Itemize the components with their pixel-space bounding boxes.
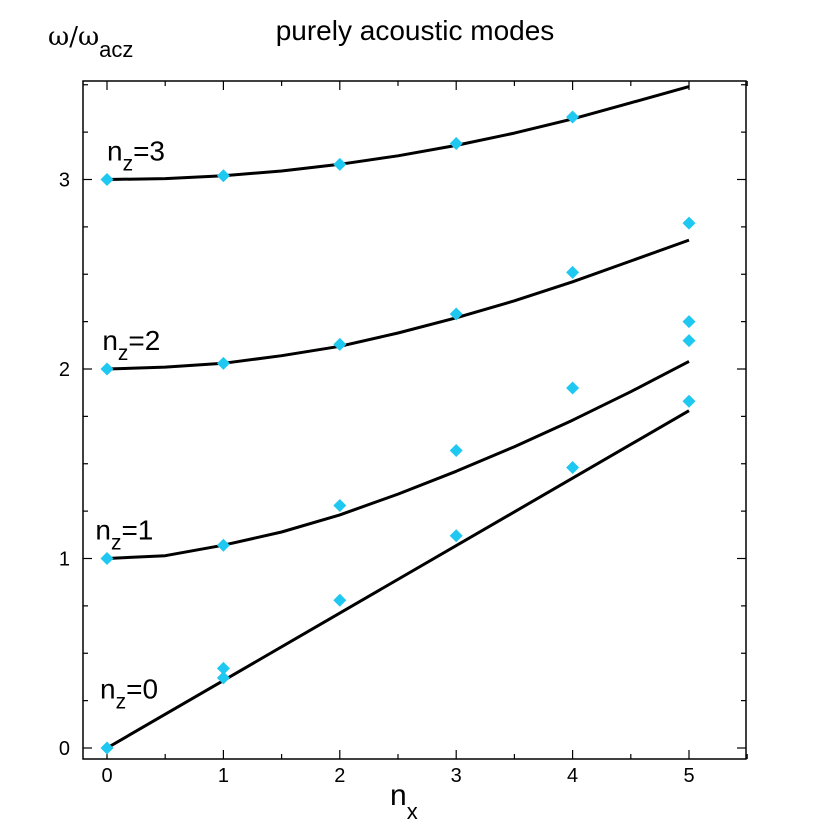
curve-nz-1 xyxy=(106,360,690,560)
data-point xyxy=(449,136,463,150)
x-axis-label-sub: x xyxy=(407,799,418,824)
data-point xyxy=(333,498,347,512)
x-tick-label: 4 xyxy=(567,765,578,787)
data-point xyxy=(566,110,580,124)
plot-frame xyxy=(82,80,747,760)
model-curves xyxy=(106,85,690,750)
y-axis-label-main: ω/ω xyxy=(48,22,99,52)
series-label-suffix: =1 xyxy=(121,515,153,546)
data-point xyxy=(566,461,580,475)
series-label-nz-1: nz=1 xyxy=(95,515,153,555)
data-point xyxy=(216,538,230,552)
data-point xyxy=(216,169,230,183)
series-label-nz-2: nz=2 xyxy=(102,325,160,365)
data-point xyxy=(216,671,230,685)
data-point xyxy=(682,315,696,329)
data-point xyxy=(216,661,230,675)
x-tick-label: 3 xyxy=(451,765,462,787)
data-point xyxy=(100,362,114,376)
series-label-main: n xyxy=(107,136,123,167)
series-label-sub: z xyxy=(116,691,127,714)
curve-nz-0 xyxy=(106,409,690,750)
data-point xyxy=(333,593,347,607)
series-label-suffix: =0 xyxy=(126,674,158,705)
axis-ticks xyxy=(83,81,748,759)
y-axis-label: ω/ωacz xyxy=(48,22,133,62)
series-labels: nz=0nz=1nz=2nz=3 xyxy=(95,136,165,714)
data-point xyxy=(449,307,463,321)
series-label-sub: z xyxy=(118,342,128,365)
y-tick-label: 3 xyxy=(59,170,70,192)
series-label-main: n xyxy=(100,674,116,705)
chart-title: purely acoustic modes xyxy=(276,15,555,46)
x-tick-label: 5 xyxy=(683,765,694,787)
curve-nz-2 xyxy=(106,238,690,371)
data-point xyxy=(566,265,580,279)
series-label-nz-3: nz=3 xyxy=(107,136,165,176)
x-axis-label: nx xyxy=(390,779,418,824)
x-tick-label: 2 xyxy=(334,765,345,787)
data-point xyxy=(100,173,114,186)
series-label-sub: z xyxy=(123,153,134,176)
data-point xyxy=(449,529,463,543)
data-point xyxy=(449,443,463,457)
data-point xyxy=(566,381,580,395)
x-tick-label: 0 xyxy=(101,765,112,787)
series-label-nz-0: nz=0 xyxy=(100,674,158,714)
y-tick-label: 2 xyxy=(59,359,70,381)
y-axis-label-sub: acz xyxy=(99,37,133,62)
data-point xyxy=(333,157,347,171)
series-label-main: n xyxy=(102,325,118,356)
data-point xyxy=(333,337,347,351)
data-point xyxy=(100,552,114,565)
x-tick-label: 1 xyxy=(218,765,229,787)
y-tick-label: 0 xyxy=(59,738,70,760)
data-point xyxy=(682,216,696,230)
y-tick-label: 1 xyxy=(59,549,70,571)
data-point xyxy=(216,356,230,370)
curve-nz-3 xyxy=(106,85,690,181)
series-label-suffix: =2 xyxy=(128,325,160,356)
data-points xyxy=(100,110,696,755)
data-point xyxy=(682,394,696,408)
x-axis-label-main: n xyxy=(390,779,407,812)
series-label-suffix: =3 xyxy=(133,136,165,167)
series-label-main: n xyxy=(95,515,111,546)
tick-labels: 0 1 2 3 4 5 0 1 2 3 xyxy=(59,170,695,788)
data-point xyxy=(682,334,696,348)
data-point xyxy=(100,741,114,755)
series-label-sub: z xyxy=(111,532,122,555)
